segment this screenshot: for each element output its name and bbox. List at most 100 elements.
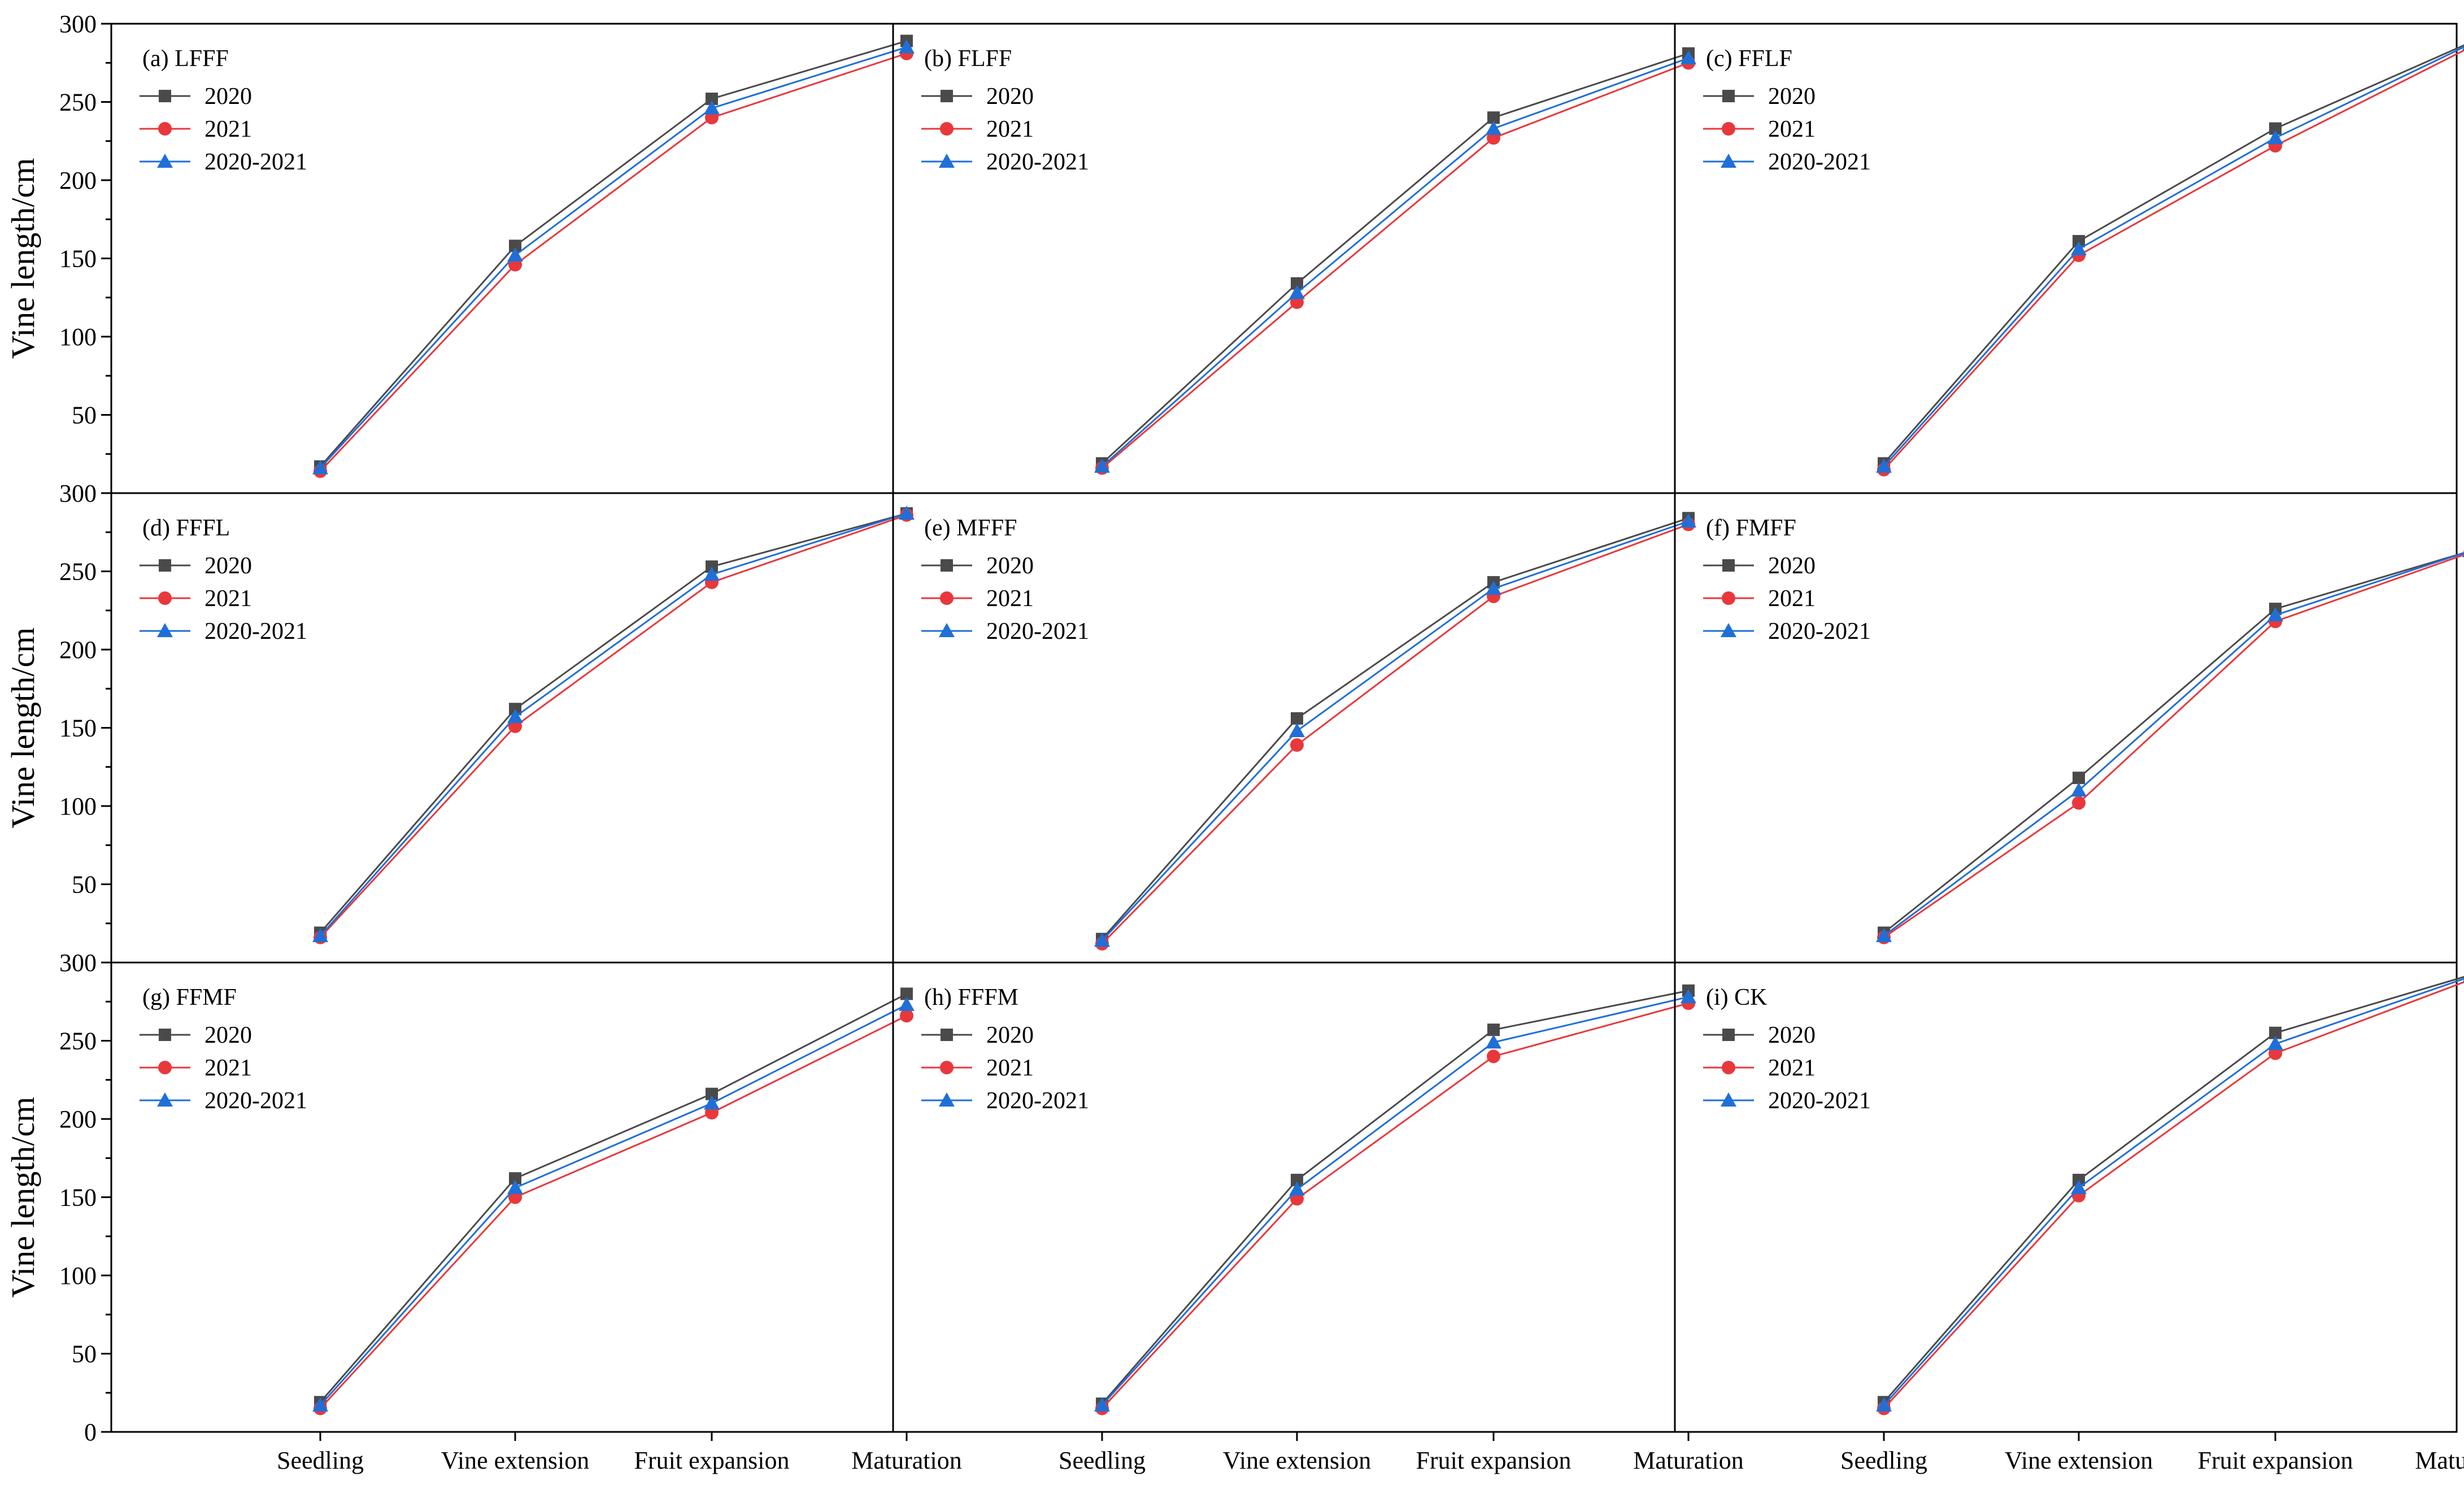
data-point bbox=[2462, 979, 2464, 983]
data-point bbox=[899, 506, 915, 520]
x-tick-label: Seedling bbox=[1840, 1447, 1927, 1474]
series-line bbox=[1883, 49, 2464, 471]
y-tick-label: 100 bbox=[59, 323, 97, 351]
data-point bbox=[2267, 607, 2283, 622]
data-point bbox=[312, 460, 328, 474]
series-line bbox=[319, 46, 907, 469]
series-line bbox=[1101, 1002, 1689, 1409]
legend-marker bbox=[1722, 1029, 1735, 1041]
legend-marker bbox=[157, 1092, 173, 1107]
legend-label: 2021 bbox=[204, 1055, 252, 1081]
legend-label: 2020 bbox=[204, 1022, 252, 1048]
data-point bbox=[1486, 120, 1501, 135]
legend-marker bbox=[1721, 1092, 1736, 1107]
legend-marker bbox=[1722, 591, 1735, 605]
legend-label: 2020 bbox=[1768, 1022, 1816, 1048]
data-point bbox=[2269, 1026, 2282, 1039]
y-tick-label: 0 bbox=[84, 1418, 97, 1446]
legend-label: 2020-2021 bbox=[986, 149, 1089, 175]
series-line bbox=[1883, 46, 2464, 467]
series-line bbox=[1101, 990, 1689, 1405]
panel-title: (h) FFFM bbox=[924, 985, 1018, 1011]
legend-marker bbox=[941, 559, 953, 572]
panel-title: (f) FMFF bbox=[1706, 515, 1796, 541]
data-point bbox=[1291, 277, 1303, 290]
panel-8: Seedling Vine extension Fruit expansion Mat… bbox=[1674, 961, 2464, 1474]
legend-label: 2021 bbox=[986, 1055, 1034, 1081]
legend-marker bbox=[159, 90, 171, 102]
series-line bbox=[1883, 552, 2464, 934]
y-tick-label: 50 bbox=[72, 402, 97, 429]
x-tick-label: Maturation bbox=[2415, 1447, 2464, 1474]
legend-label: 2020 bbox=[986, 1022, 1034, 1048]
y-tick-label: 200 bbox=[59, 636, 97, 664]
legend-marker bbox=[940, 1061, 954, 1074]
legend-marker bbox=[941, 90, 953, 102]
data-point bbox=[509, 239, 521, 252]
legend-label: 2020 bbox=[986, 84, 1034, 110]
series-line bbox=[319, 1004, 907, 1406]
panel-title: (e) MFFF bbox=[924, 515, 1017, 541]
legend-label: 2020-2021 bbox=[204, 1088, 307, 1114]
data-point bbox=[2269, 122, 2282, 135]
y-tick-label: 50 bbox=[72, 871, 97, 899]
y-tick-label: 200 bbox=[59, 167, 97, 194]
data-point bbox=[1291, 1174, 1303, 1187]
panel-0: 50 100 150 200 250 300 Vine length/cm (a) LFFF 2… bbox=[5, 10, 915, 494]
data-point bbox=[900, 987, 913, 1000]
x-tick-label: Fruit expansion bbox=[634, 1447, 790, 1474]
legend-marker bbox=[158, 591, 172, 605]
series-line bbox=[319, 512, 907, 937]
series-line bbox=[1102, 62, 1689, 469]
panel-frame bbox=[1674, 961, 2458, 1433]
data-point bbox=[706, 1087, 718, 1100]
series-line bbox=[1883, 981, 2464, 1409]
legend-label: 2021 bbox=[986, 586, 1034, 612]
x-tick-label: Vine extension bbox=[1223, 1447, 1372, 1474]
panel-1: (b) FLFF 2020 2021 2020-2021 bbox=[892, 23, 1696, 494]
legend-label: 2020 bbox=[204, 553, 252, 579]
y-tick-label: 150 bbox=[59, 245, 97, 273]
x-tick-label: Seedling bbox=[277, 1447, 364, 1474]
y-axis-title: Vine length/cm bbox=[5, 1097, 41, 1298]
series-line bbox=[1101, 520, 1689, 942]
data-point bbox=[899, 39, 915, 54]
series-line bbox=[319, 512, 907, 934]
data-point bbox=[1876, 927, 1892, 942]
data-point bbox=[507, 709, 523, 724]
panel-title: (c) FFLF bbox=[1706, 46, 1792, 72]
data-point bbox=[1094, 1397, 1110, 1412]
legend-label: 2020-2021 bbox=[204, 149, 307, 175]
legend-marker bbox=[159, 1029, 171, 1041]
series-line bbox=[1101, 996, 1689, 1406]
legend-marker bbox=[1722, 90, 1735, 102]
legend-label: 2020 bbox=[986, 553, 1034, 579]
x-tick-label: Fruit expansion bbox=[2198, 1447, 2353, 1474]
y-tick-label: 150 bbox=[59, 1184, 97, 1212]
series-line bbox=[1101, 523, 1689, 944]
legend-label: 2021 bbox=[204, 116, 252, 142]
data-point bbox=[1486, 580, 1501, 595]
series-line bbox=[1101, 53, 1689, 464]
legend-marker bbox=[1722, 559, 1735, 572]
data-point bbox=[704, 1095, 720, 1110]
data-point bbox=[1289, 1181, 1305, 1196]
legend-marker bbox=[1722, 1061, 1735, 1074]
y-tick-label: 300 bbox=[59, 480, 97, 507]
legend-marker bbox=[157, 623, 173, 637]
data-point bbox=[2267, 1036, 2283, 1051]
data-point bbox=[2072, 796, 2086, 810]
panel-4: (e) MFFF 2020 2021 2020-2021 bbox=[892, 492, 1696, 964]
data-point bbox=[704, 567, 720, 581]
panel-title: (g) FFMF bbox=[142, 985, 237, 1011]
data-point bbox=[1681, 50, 1696, 64]
x-tick-label: Vine extension bbox=[2005, 1447, 2153, 1474]
data-point bbox=[1291, 712, 1303, 725]
legend-label: 2021 bbox=[1768, 116, 1816, 142]
y-axis-title: Vine length/cm bbox=[5, 158, 41, 359]
legend-marker bbox=[158, 122, 172, 136]
legend-marker bbox=[940, 591, 954, 605]
legend-label: 2021 bbox=[204, 586, 252, 612]
series-line bbox=[319, 1014, 907, 1409]
legend-label: 2020 bbox=[1768, 553, 1816, 579]
